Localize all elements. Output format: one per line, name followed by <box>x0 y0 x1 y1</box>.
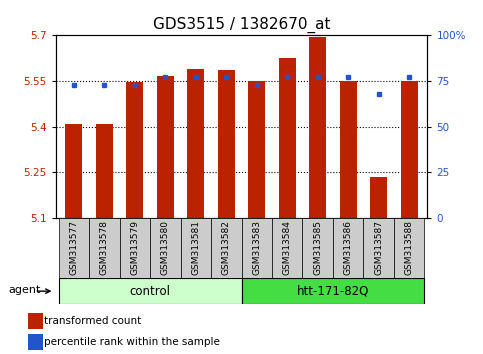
Bar <box>309 37 326 218</box>
Bar <box>279 58 296 218</box>
Text: percentile rank within the sample: percentile rank within the sample <box>44 337 220 348</box>
Text: GSM313583: GSM313583 <box>252 220 261 275</box>
Bar <box>120 218 150 278</box>
Bar <box>96 124 113 218</box>
Bar <box>58 218 89 278</box>
Bar <box>28 334 43 350</box>
Text: GSM313579: GSM313579 <box>130 220 139 275</box>
Bar <box>242 278 425 304</box>
Bar <box>248 81 265 218</box>
Text: GSM313578: GSM313578 <box>100 220 109 275</box>
Text: GSM313582: GSM313582 <box>222 220 231 275</box>
Text: GSM313585: GSM313585 <box>313 220 322 275</box>
Bar <box>127 82 143 218</box>
Text: GSM313581: GSM313581 <box>191 220 200 275</box>
Text: GSM313580: GSM313580 <box>161 220 170 275</box>
Bar <box>89 218 120 278</box>
Bar <box>401 81 417 218</box>
Bar <box>181 218 211 278</box>
Bar <box>302 218 333 278</box>
Bar <box>363 218 394 278</box>
Bar <box>58 278 242 304</box>
Bar <box>272 218 302 278</box>
Text: transformed count: transformed count <box>44 316 142 326</box>
Bar <box>242 218 272 278</box>
Bar <box>187 69 204 218</box>
Bar <box>211 218 242 278</box>
Bar <box>340 81 356 218</box>
Text: agent: agent <box>8 285 41 295</box>
Text: htt-171-82Q: htt-171-82Q <box>297 285 369 298</box>
Bar <box>333 218 363 278</box>
Text: GSM313588: GSM313588 <box>405 220 413 275</box>
Title: GDS3515 / 1382670_at: GDS3515 / 1382670_at <box>153 16 330 33</box>
Text: GSM313577: GSM313577 <box>70 220 78 275</box>
Bar <box>218 70 235 218</box>
Bar <box>157 76 174 218</box>
Text: GSM313587: GSM313587 <box>374 220 383 275</box>
Bar <box>394 218 425 278</box>
Bar <box>370 177 387 218</box>
Bar <box>150 218 181 278</box>
Bar <box>66 124 82 218</box>
Text: control: control <box>129 285 170 298</box>
Text: GSM313584: GSM313584 <box>283 220 292 275</box>
Bar <box>28 313 43 329</box>
Text: GSM313586: GSM313586 <box>344 220 353 275</box>
